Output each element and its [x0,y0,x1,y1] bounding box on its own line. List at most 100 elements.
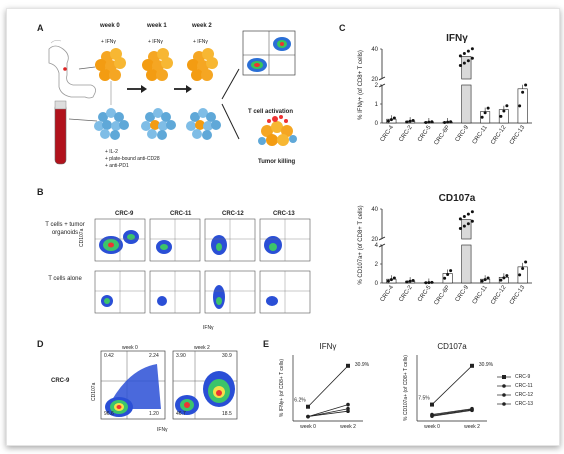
e-xlabel-0-1: week 2 [340,424,356,430]
c-dot-1-0-0 [386,279,390,283]
c-dot-0-4-2 [466,59,470,63]
e-point-0-3-0 [306,414,310,419]
week1-label: week 1 [147,23,167,29]
c-dot-1-2-1 [427,281,431,285]
panel-d-week2: week 2 [194,345,210,351]
c-dot-1-5-0 [480,279,484,283]
e-point-1-3-1 [470,406,474,411]
c-dot-1-4-2 [466,222,470,226]
c-dot-1-3-2 [449,269,453,273]
c-ylabel-1: % CD107a+ (of CD8+ T cells) [358,205,364,284]
e-xlabel-1-0: week 0 [424,424,440,430]
c-dot-0-7-0 [518,104,522,108]
c-dot-0-1-0 [405,120,409,124]
d-w0-q1: 0.42 [104,353,114,359]
c-bar-1-4 [461,219,472,240]
c-dot-0-4-4 [458,54,462,58]
c-dot-1-6-0 [499,278,503,282]
e-ylabel-0: % IFNγ+ (of CD8+ T cells) [279,359,285,417]
c-ticklabel-0-2: 2 [375,83,379,89]
c-dot-1-4-7 [470,210,474,214]
e-point-0-0-0 [306,404,310,409]
week0-label: week 0 [100,23,120,29]
c-ticklabel-high-0-1: 40 [371,47,378,53]
c-dot-1-2-2 [430,280,434,284]
e-line-1-0 [431,365,473,405]
c-dot-0-4-5 [462,52,466,55]
d-w0-q2: 2.24 [149,353,159,359]
organoid-cluster-0 [95,48,126,81]
panel-a-schematic [48,30,297,165]
c-dot-1-5-2 [486,276,490,280]
e-line-1-2 [431,409,473,416]
c-ticklabel-high-1-0: 20 [371,237,378,243]
panel-b-xlabel: IFNγ [203,325,214,331]
c-ticklabel-1-1: 2 [375,262,379,268]
c-ticklabel-high-0-0: 20 [371,77,378,83]
e-xlabel-0-0: week 0 [300,424,316,430]
e-point-1-3-0 [430,412,434,417]
c-dot-0-0-1 [389,118,393,122]
c-dot-1-1-1 [408,279,412,283]
d-w2-q2: 30.9 [222,353,232,359]
c-dot-1-2-0 [424,281,428,285]
c-dot-0-7-1 [521,90,525,94]
condition-il2: + IL-2 [105,149,118,155]
e-title-1: CD107a [437,342,467,351]
c-dot-1-0-1 [389,278,393,282]
c-dot-1-1-0 [405,280,409,284]
e-line-0-3 [307,404,349,418]
colon-drawing [48,45,96,99]
ifng-label-1: + IFNγ [148,39,163,45]
e-line-1-1 [431,409,473,417]
chart-c-title-1: CD107a [439,193,476,204]
col-crc13: CRC-13 [273,211,295,217]
condition-pd1: + anti-PD1 [105,163,129,169]
e-point-1-0-1 [470,363,474,368]
c-dot-0-5-0 [480,115,484,119]
d-w2-q3: 46.7 [176,411,186,417]
tcell-cluster-2 [186,108,221,140]
c-dot-1-7-1 [521,266,525,270]
organoid-cluster-1 [142,48,173,81]
e-title-0: IFNγ [320,342,337,351]
col-crc12: CRC-12 [222,211,244,217]
c-break-a-0 [378,76,386,81]
legend-marker-3 [502,402,506,406]
panel-d-xlabel: IFNγ [157,427,168,433]
panel-d-flow [100,350,238,420]
col-crc9: CRC-9 [115,211,134,217]
c-dot-1-6-1 [502,276,506,280]
d-w0-q4: 1.20 [149,411,159,417]
panel-e-charts: IFNγ % IFNγ+ (of CD8+ T cells) week 0 week … [279,342,511,430]
c-dot-0-4-6 [466,49,470,53]
c-dot-1-1-2 [411,279,415,283]
tumor-spot [63,67,67,71]
e-xlabel-1-1: week 2 [464,424,480,430]
figure-frame: A week 0 week 1 week 2 + IFNγ + IFNγ + I… [6,8,560,446]
e-line-1-3 [431,408,473,415]
c-dot-0-1-2 [411,119,415,123]
panel-c-letter: C [339,23,346,33]
e-point-0-2-1 [346,406,350,411]
panel-e-letter: E [263,339,270,349]
c-dot-1-0-2 [392,276,396,280]
e-line-0-0 [307,365,349,408]
e-annot-0-1: 30.9% [355,362,370,368]
c-dot-1-6-2 [505,274,509,278]
c-dot-0-4-0 [458,64,462,67]
legend-crc12: CRC-12 [515,392,534,398]
e-ylabel-1: % CD107a+ (of CD8+ T cells) [403,355,409,421]
c-dot-0-6-0 [499,114,503,118]
c-dot-1-4-5 [462,215,466,218]
c-ticklabel-1-2: 4 [375,243,379,249]
legend-marker-2 [502,393,506,397]
flow-d-week2 [172,350,238,420]
e-annot-0-0: 6.2% [294,398,306,404]
c-dot-0-2-0 [424,121,428,125]
panel-d-letter: D [37,339,44,349]
c-dot-0-3-1 [446,120,450,124]
e-line-0-2 [307,408,349,418]
e-point-0-0-1 [346,363,350,368]
